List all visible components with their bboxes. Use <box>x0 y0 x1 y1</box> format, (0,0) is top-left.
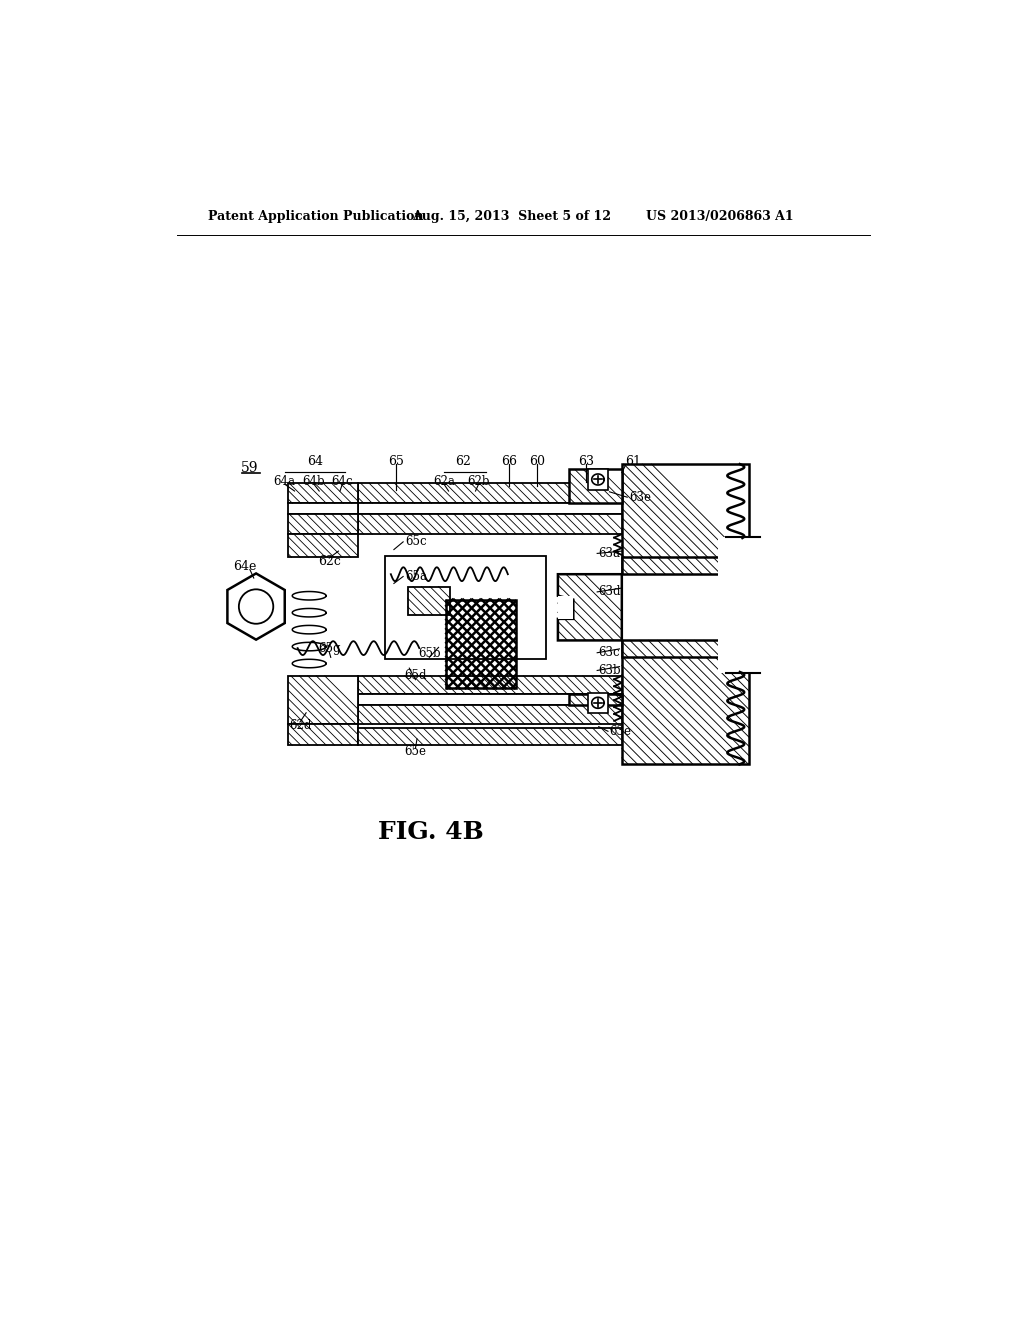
Text: 60: 60 <box>529 454 545 467</box>
Bar <box>289 535 357 557</box>
Text: 62b: 62b <box>467 474 489 487</box>
Text: 65d: 65d <box>404 669 427 682</box>
Text: 62d: 62d <box>289 719 311 733</box>
Text: 65c: 65c <box>406 536 427 548</box>
Bar <box>289 515 357 535</box>
Text: 63b: 63b <box>599 664 622 677</box>
Text: 65a: 65a <box>406 570 427 583</box>
Bar <box>357 515 622 535</box>
Text: 65g: 65g <box>318 643 340 656</box>
Bar <box>357 694 622 705</box>
Bar <box>357 729 622 744</box>
Text: 63e: 63e <box>630 491 651 504</box>
Text: 61: 61 <box>626 454 641 467</box>
Bar <box>289 483 357 503</box>
Bar <box>357 676 622 694</box>
Bar <box>622 557 753 574</box>
Bar <box>357 705 622 725</box>
Bar <box>289 725 357 744</box>
Text: US 2013/0206863 A1: US 2013/0206863 A1 <box>646 210 794 223</box>
Bar <box>357 503 622 515</box>
Text: 62c: 62c <box>317 556 341 569</box>
Bar <box>289 676 357 725</box>
Bar <box>558 595 573 619</box>
Text: 65e: 65e <box>404 744 426 758</box>
Bar <box>408 586 451 615</box>
Text: FIG. 4B: FIG. 4B <box>378 820 483 845</box>
Text: 63c: 63c <box>599 647 621 659</box>
Text: 64c: 64c <box>332 474 353 487</box>
Text: 63a: 63a <box>599 546 621 560</box>
Bar <box>569 694 622 705</box>
Bar <box>588 693 608 713</box>
Text: 65: 65 <box>388 454 404 467</box>
Text: 62: 62 <box>456 454 471 467</box>
Polygon shape <box>558 574 622 640</box>
Text: 66: 66 <box>502 454 517 467</box>
Bar <box>289 503 357 515</box>
Polygon shape <box>227 573 285 640</box>
Bar <box>588 470 608 490</box>
Text: 63d: 63d <box>599 585 622 598</box>
Text: 64: 64 <box>307 454 324 467</box>
Text: 59: 59 <box>242 461 259 475</box>
Circle shape <box>239 589 273 624</box>
Bar <box>622 465 749 764</box>
Text: Aug. 15, 2013  Sheet 5 of 12: Aug. 15, 2013 Sheet 5 of 12 <box>412 210 610 223</box>
Bar <box>357 483 622 503</box>
Bar <box>385 556 547 659</box>
Text: 63e: 63e <box>609 725 632 738</box>
Text: 64b: 64b <box>302 474 326 487</box>
Text: 64a: 64a <box>273 474 296 487</box>
Bar <box>446 599 515 688</box>
Text: Patent Application Publication: Patent Application Publication <box>208 210 423 223</box>
Text: 63: 63 <box>579 454 594 467</box>
Bar <box>622 557 753 657</box>
Text: 65b: 65b <box>418 647 440 660</box>
Bar <box>718 537 764 673</box>
Text: 64e: 64e <box>232 560 256 573</box>
Bar <box>569 470 622 503</box>
Text: 62a: 62a <box>433 474 455 487</box>
Bar <box>622 640 753 657</box>
